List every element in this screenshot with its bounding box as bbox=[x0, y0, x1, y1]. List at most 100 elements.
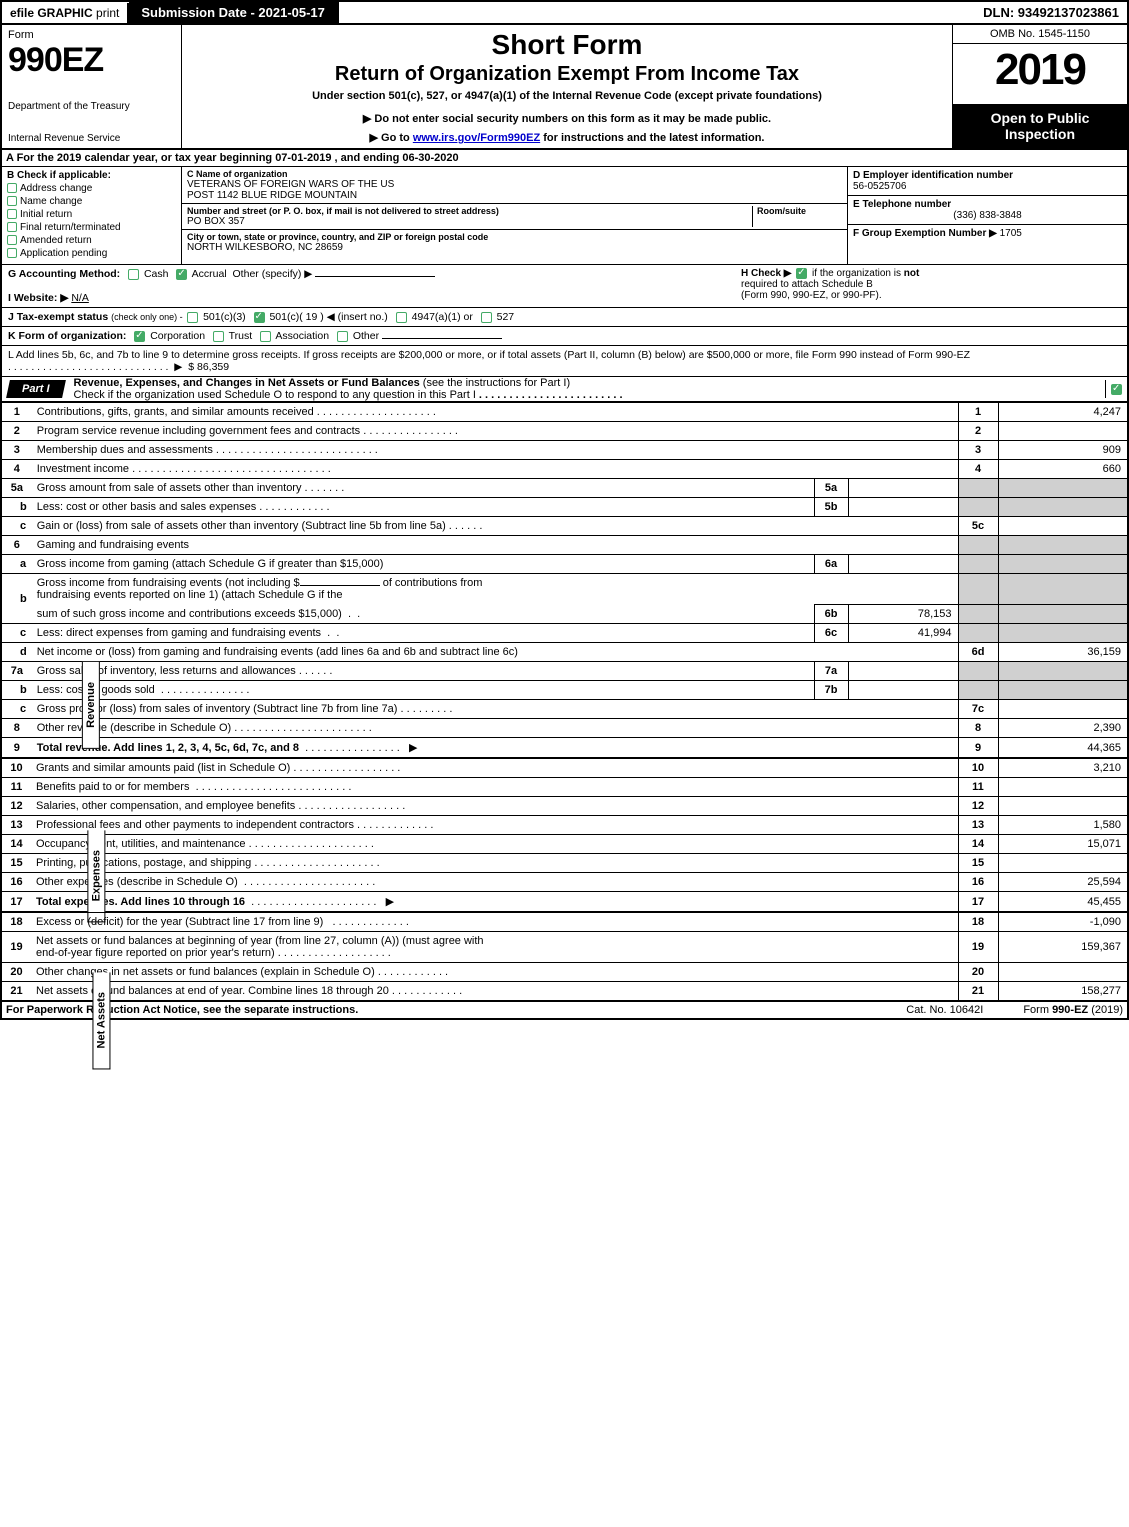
org-name-2: POST 1142 BLUE RIDGE MOUNTAIN bbox=[187, 190, 842, 201]
irs-label: Internal Revenue Service bbox=[8, 133, 175, 144]
table-row: 16Other expenses (describe in Schedule O… bbox=[1, 873, 1128, 892]
dept-treasury: Department of the Treasury bbox=[8, 101, 175, 112]
table-row: 13Professional fees and other payments t… bbox=[1, 816, 1128, 835]
revenue-section: Revenue 1Contributions, gifts, grants, a… bbox=[0, 402, 1129, 758]
c-name-label: C Name of organization bbox=[187, 169, 842, 179]
table-row: sum of such gross income and contributio… bbox=[1, 605, 1128, 624]
column-c: C Name of organization VETERANS OF FOREI… bbox=[182, 167, 847, 264]
chk-final-return[interactable]: Final return/terminated bbox=[7, 222, 176, 233]
net-assets-table: 18Excess or (deficit) for the year (Subt… bbox=[0, 912, 1129, 1002]
open-to-public: Open to Public Inspection bbox=[953, 104, 1127, 148]
table-row: 4Investment income . . . . . . . . . . .… bbox=[1, 460, 1128, 479]
table-row: 17Total expenses. Add lines 10 through 1… bbox=[1, 892, 1128, 912]
table-row: cGain or (loss) from sale of assets othe… bbox=[1, 517, 1128, 536]
checkbox-icon[interactable] bbox=[260, 331, 271, 342]
table-row: bGross income from fundraising events (n… bbox=[1, 574, 1128, 605]
chk-initial-return[interactable]: Initial return bbox=[7, 209, 176, 220]
checkbox-icon bbox=[7, 183, 17, 193]
dln-label: DLN: 93492137023861 bbox=[975, 2, 1127, 23]
g-label: G Accounting Method: bbox=[8, 268, 120, 280]
checkbox-icon[interactable] bbox=[176, 269, 187, 280]
group-exempt-row: F Group Exemption Number ▶ 1705 bbox=[848, 225, 1127, 264]
tel-row: E Telephone number (336) 838-3848 bbox=[848, 196, 1127, 225]
short-form-title: Short Form bbox=[188, 29, 946, 61]
chk-name-change[interactable]: Name change bbox=[7, 196, 176, 207]
page-footer: For Paperwork Reduction Act Notice, see … bbox=[0, 1002, 1129, 1020]
table-row: bLess: cost of goods sold . . . . . . . … bbox=[1, 681, 1128, 700]
irs-link[interactable]: www.irs.gov/Form990EZ bbox=[413, 132, 540, 144]
revenue-side-tab: Revenue bbox=[82, 662, 100, 749]
submission-date-button[interactable]: Submission Date - 2021-05-17 bbox=[129, 2, 339, 23]
website-value: N/A bbox=[71, 292, 89, 304]
k-other-input[interactable] bbox=[382, 338, 502, 339]
checkbox-icon[interactable] bbox=[134, 331, 145, 342]
checkbox-icon[interactable] bbox=[187, 312, 198, 323]
table-row: 8Other revenue (describe in Schedule O) … bbox=[1, 719, 1128, 738]
part-title: Revenue, Expenses, and Changes in Net As… bbox=[64, 377, 1105, 401]
omb-number: OMB No. 1545-1150 bbox=[953, 25, 1127, 44]
grp-value: 1705 bbox=[1000, 228, 1022, 239]
table-row: 6Gaming and fundraising events bbox=[1, 536, 1128, 555]
return-title: Return of Organization Exempt From Incom… bbox=[188, 63, 946, 86]
checkbox-icon[interactable] bbox=[254, 312, 265, 323]
chk-application-pending[interactable]: Application pending bbox=[7, 248, 176, 259]
info-block: B Check if applicable: Address change Na… bbox=[0, 167, 1129, 265]
table-row: 15Printing, publications, postage, and s… bbox=[1, 854, 1128, 873]
checkbox-icon[interactable] bbox=[796, 268, 807, 279]
other-specify-input[interactable] bbox=[315, 276, 435, 277]
checkbox-icon[interactable] bbox=[396, 312, 407, 323]
table-row: 9Total revenue. Add lines 1, 2, 3, 4, 5c… bbox=[1, 738, 1128, 758]
expenses-table: 10Grants and similar amounts paid (list … bbox=[0, 758, 1129, 912]
line-g: G Accounting Method: Cash Accrual Other … bbox=[8, 268, 741, 304]
table-row: 21Net assets or fund balances at end of … bbox=[1, 982, 1128, 1002]
column-d: D Employer identification number 56-0525… bbox=[847, 167, 1127, 264]
ein-label: D Employer identification number bbox=[853, 170, 1122, 181]
chk-address-change[interactable]: Address change bbox=[7, 183, 176, 194]
header-middle: Short Form Return of Organization Exempt… bbox=[182, 25, 952, 148]
table-row: 3Membership dues and assessments . . . .… bbox=[1, 441, 1128, 460]
column-b: B Check if applicable: Address change Na… bbox=[2, 167, 182, 264]
cat-number: Cat. No. 10642I bbox=[906, 1004, 983, 1016]
net-assets-section: Net Assets 18Excess or (deficit) for the… bbox=[0, 912, 1129, 1002]
form-footer-label: Form 990-EZ (2019) bbox=[1023, 1004, 1123, 1016]
line-a: A For the 2019 calendar year, or tax yea… bbox=[0, 150, 1129, 167]
form-word: Form bbox=[8, 29, 175, 41]
checkbox-icon[interactable] bbox=[337, 331, 348, 342]
tel-label: E Telephone number bbox=[853, 199, 1122, 210]
table-row: 12Salaries, other compensation, and empl… bbox=[1, 797, 1128, 816]
form-header: Form 990EZ Department of the Treasury In… bbox=[0, 25, 1129, 150]
paperwork-notice: For Paperwork Reduction Act Notice, see … bbox=[6, 1004, 866, 1016]
under-section: Under section 501(c), 527, or 4947(a)(1)… bbox=[188, 90, 946, 102]
ein-value: 56-0525706 bbox=[853, 181, 1122, 192]
table-row: 19Net assets or fund balances at beginni… bbox=[1, 932, 1128, 963]
expenses-side-tab: Expenses bbox=[87, 830, 105, 922]
checkbox-icon[interactable] bbox=[128, 269, 139, 280]
line-h: H Check ▶ if the organization is not req… bbox=[741, 268, 1121, 304]
revenue-table: 1Contributions, gifts, grants, and simil… bbox=[0, 402, 1129, 758]
part-1-checkbox[interactable] bbox=[1105, 380, 1127, 398]
org-addr-row: Number and street (or P. O. box, if mail… bbox=[182, 204, 847, 230]
org-address: PO BOX 357 bbox=[187, 216, 752, 227]
net-assets-side-tab: Net Assets bbox=[92, 972, 110, 1069]
org-city-row: City or town, state or province, country… bbox=[182, 230, 847, 255]
table-row: 2Program service revenue including gover… bbox=[1, 422, 1128, 441]
table-row: 1Contributions, gifts, grants, and simil… bbox=[1, 403, 1128, 422]
table-row: 20Other changes in net assets or fund ba… bbox=[1, 963, 1128, 982]
contrib-input[interactable] bbox=[300, 585, 380, 586]
checkbox-icon[interactable] bbox=[213, 331, 224, 342]
expenses-section: Expenses 10Grants and similar amounts pa… bbox=[0, 758, 1129, 912]
org-name-row: C Name of organization VETERANS OF FOREI… bbox=[182, 167, 847, 204]
checkbox-icon bbox=[7, 248, 17, 258]
line-k: K Form of organization: Corporation Trus… bbox=[0, 327, 1129, 346]
header-left: Form 990EZ Department of the Treasury In… bbox=[2, 25, 182, 148]
efile-print-button[interactable]: efile GRAPHIC print bbox=[2, 3, 129, 23]
checkbox-icon bbox=[7, 209, 17, 219]
header-right: OMB No. 1545-1150 2019 Open to Public In… bbox=[952, 25, 1127, 148]
chk-amended-return[interactable]: Amended return bbox=[7, 235, 176, 246]
table-row: 11Benefits paid to or for members . . . … bbox=[1, 778, 1128, 797]
addr-label: Number and street (or P. O. box, if mail… bbox=[187, 206, 752, 216]
line-a-text: A For the 2019 calendar year, or tax yea… bbox=[6, 152, 459, 164]
checkbox-icon bbox=[7, 222, 17, 232]
checkbox-icon[interactable] bbox=[481, 312, 492, 323]
gross-receipts: $ 86,359 bbox=[188, 361, 229, 373]
